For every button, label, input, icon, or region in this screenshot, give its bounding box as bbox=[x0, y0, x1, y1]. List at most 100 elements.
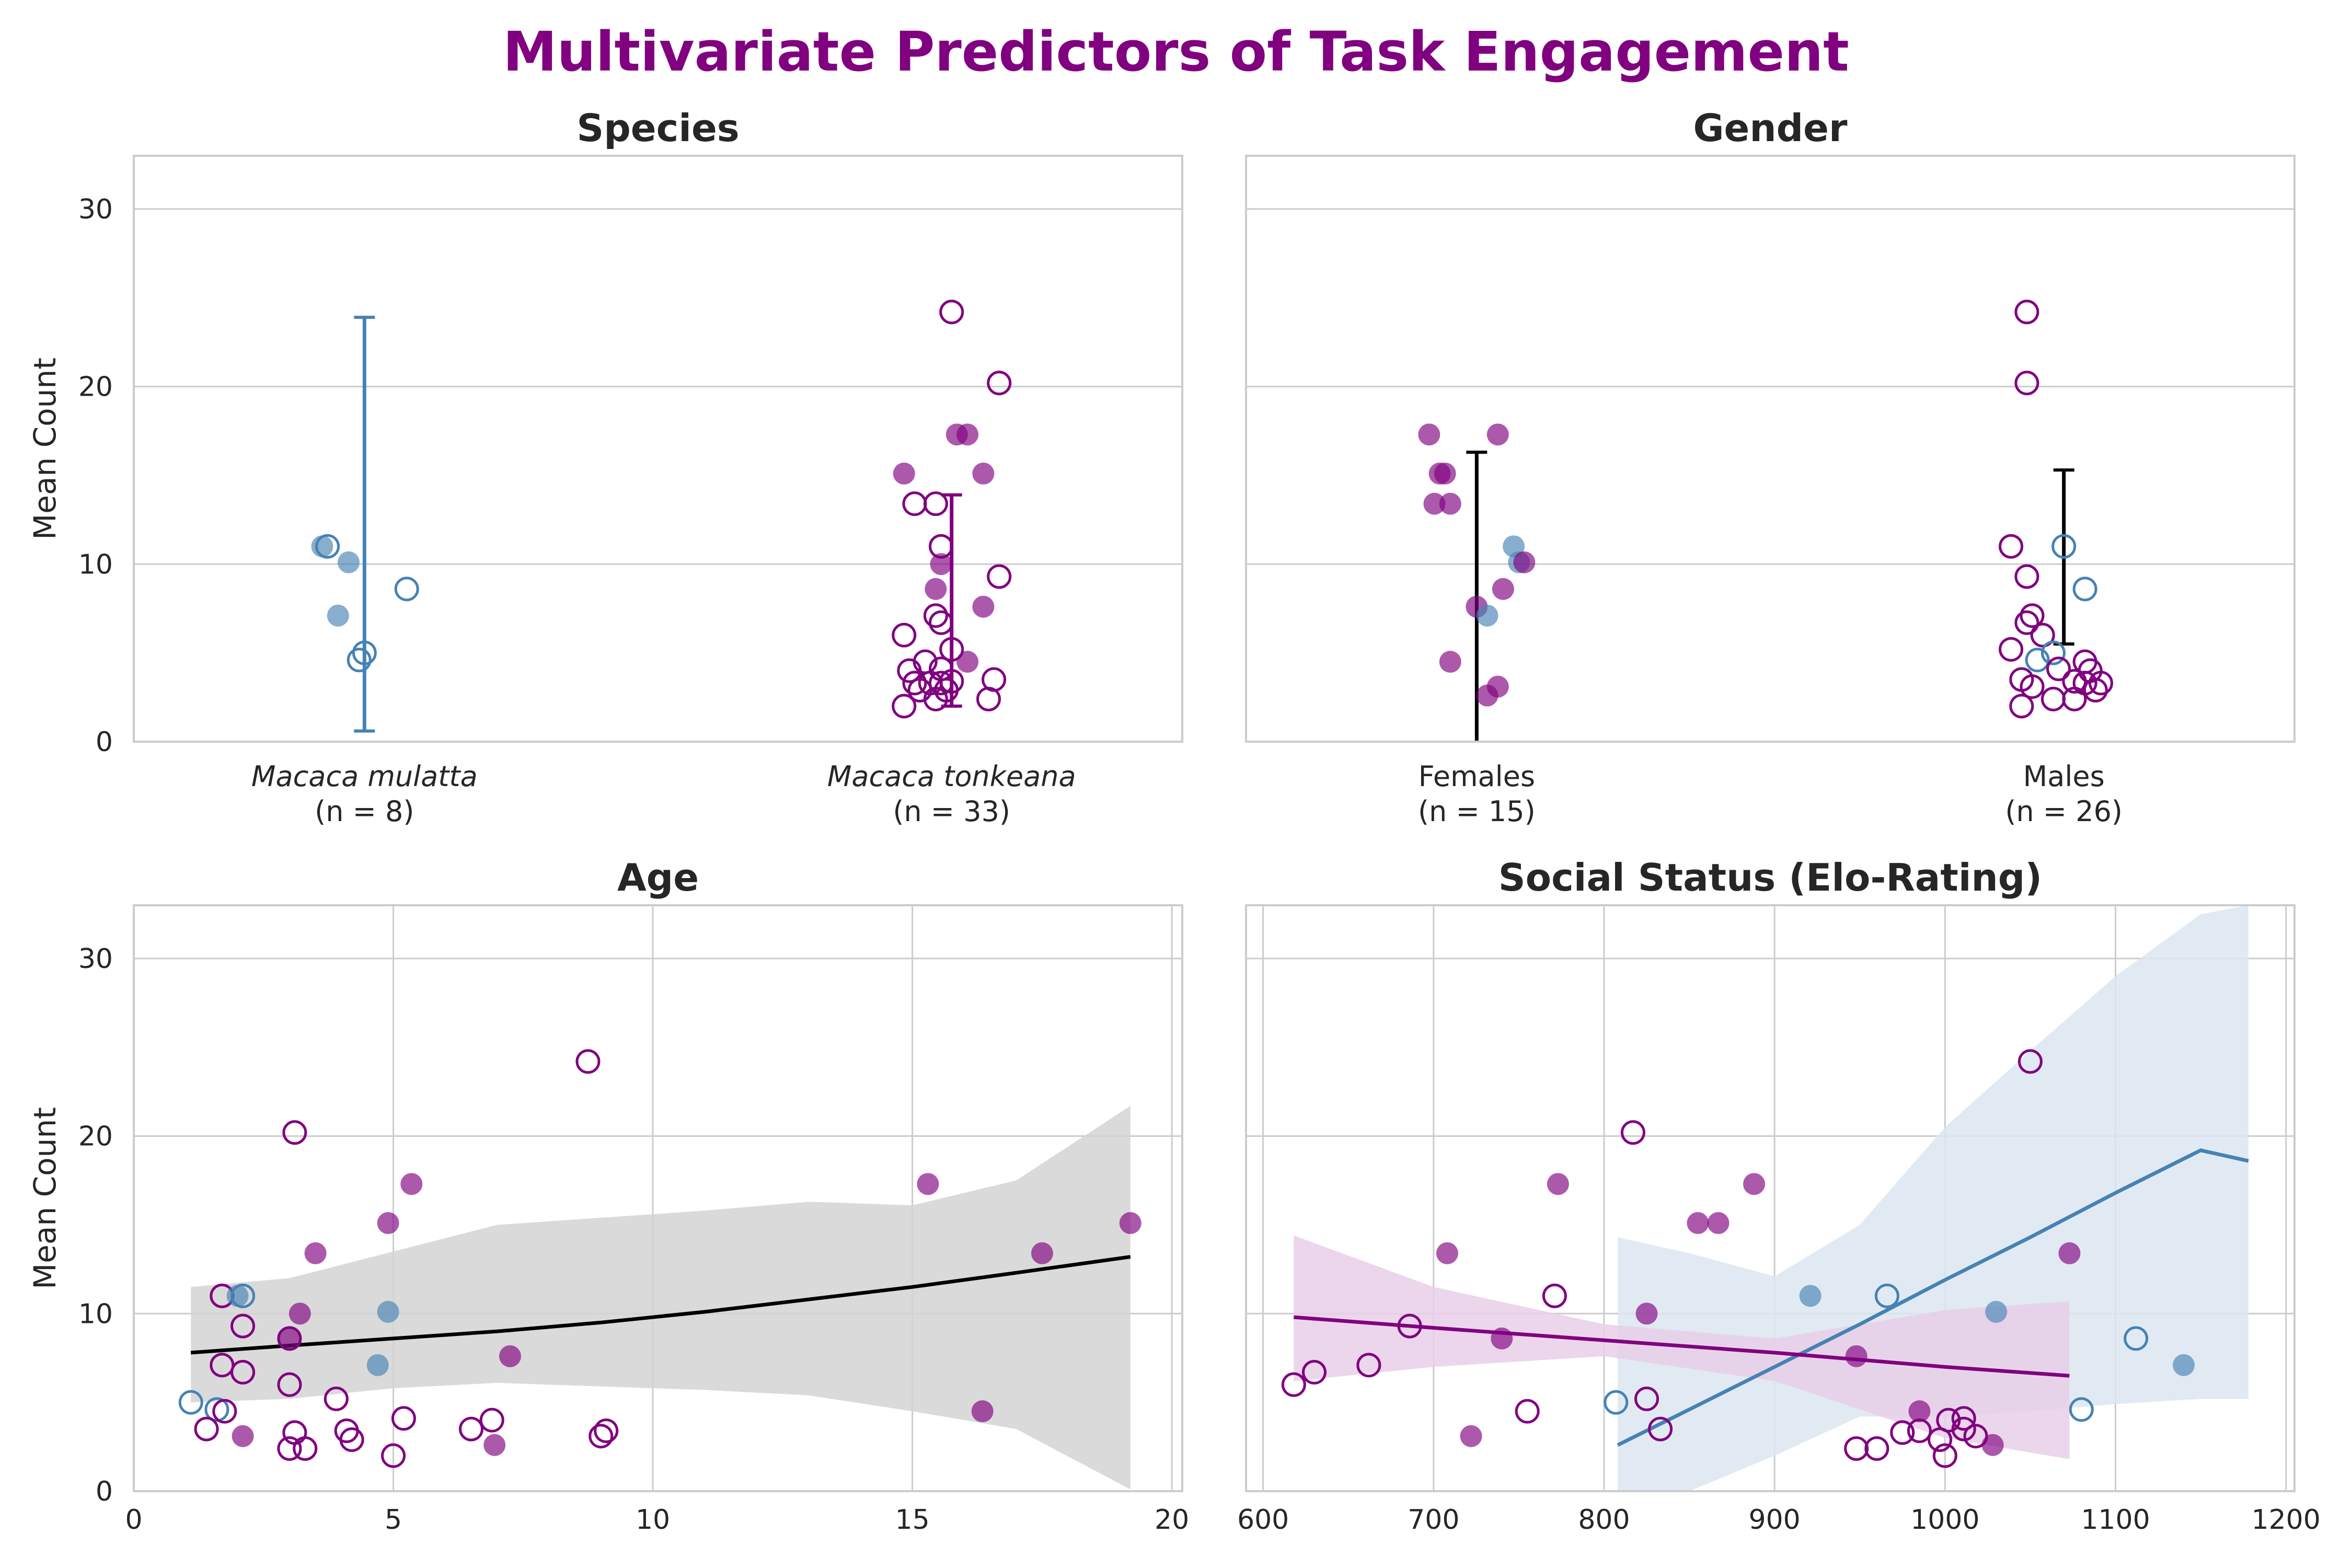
category-label: Females bbox=[1419, 760, 1535, 793]
data-point bbox=[1743, 1173, 1766, 1195]
y-axis-label: Mean Count bbox=[27, 358, 63, 540]
data-point bbox=[976, 686, 1001, 711]
data-point bbox=[589, 1424, 614, 1449]
data-point bbox=[2040, 686, 2066, 711]
data-point bbox=[917, 1173, 939, 1195]
y-tick-label: 0 bbox=[96, 727, 113, 758]
data-point bbox=[1932, 1443, 1957, 1468]
data-point bbox=[1119, 1212, 1142, 1235]
data-point bbox=[1476, 684, 1498, 707]
data-point bbox=[2088, 671, 2113, 696]
y-tick-label: 30 bbox=[78, 194, 113, 225]
category-n-label: (n = 33) bbox=[893, 795, 1010, 828]
data-point bbox=[458, 1416, 483, 1442]
data-point bbox=[2014, 564, 2039, 589]
data-point bbox=[483, 1434, 506, 1456]
data-point bbox=[1439, 651, 1461, 673]
x-tick-label: 1200 bbox=[2252, 1504, 2321, 1536]
data-point bbox=[2040, 640, 2066, 665]
data-point bbox=[499, 1345, 521, 1367]
y-tick-label: 10 bbox=[78, 1298, 113, 1330]
data-point bbox=[1418, 423, 1440, 446]
panel-social-status: 600 700 800 900 1000 1100 1200 Social Status (E… bbox=[1237, 856, 2321, 1536]
data-point bbox=[400, 1173, 423, 1195]
data-point bbox=[277, 1436, 302, 1461]
data-point bbox=[1845, 1345, 1867, 1367]
data-point bbox=[1999, 534, 2024, 559]
data-point bbox=[575, 1049, 601, 1074]
panel-title: Age bbox=[617, 856, 699, 900]
data-point bbox=[1620, 1120, 1645, 1145]
data-point bbox=[1397, 1313, 1422, 1339]
data-point bbox=[479, 1408, 504, 1433]
panel-title: Gender bbox=[1693, 106, 1848, 150]
fit-line bbox=[1617, 1148, 2249, 1447]
data-point bbox=[939, 637, 964, 662]
data-point bbox=[897, 658, 922, 683]
data-point bbox=[1542, 1283, 1567, 1308]
y-tick-label: 20 bbox=[78, 1121, 113, 1152]
category-label: Macaca tonkeana bbox=[827, 760, 1076, 793]
data-point bbox=[2062, 686, 2087, 711]
data-point bbox=[381, 1443, 406, 1468]
data-point bbox=[2020, 603, 2045, 628]
data-point bbox=[1999, 637, 2024, 662]
data-point bbox=[594, 1419, 619, 1444]
data-point bbox=[1515, 1399, 1540, 1424]
data-point bbox=[928, 671, 953, 696]
data-point bbox=[289, 1302, 311, 1325]
data-point bbox=[923, 603, 948, 628]
panel-species: 0 10 20 30 Macaca mulatta(n = 8) Macaca tonke… bbox=[27, 106, 1183, 828]
data-point bbox=[1436, 1242, 1458, 1264]
category-n-label: (n = 15) bbox=[1418, 795, 1536, 828]
data-point bbox=[277, 1372, 302, 1397]
x-tick-label: 700 bbox=[1408, 1504, 1459, 1536]
panel-age: 0 10 20 30 0 5 10 15 20 Age Mean Count bbox=[27, 856, 1189, 1536]
data-point bbox=[987, 371, 1012, 396]
data-point bbox=[2072, 577, 2097, 602]
data-point bbox=[1547, 1173, 1569, 1195]
data-point bbox=[2009, 694, 2034, 719]
data-point bbox=[1491, 1327, 1513, 1350]
data-point bbox=[394, 577, 419, 602]
data-point bbox=[1492, 578, 1514, 600]
data-point bbox=[377, 1212, 399, 1235]
data-point bbox=[2014, 610, 2039, 635]
data-point bbox=[352, 640, 377, 665]
data-point bbox=[1513, 551, 1536, 573]
data-point bbox=[2025, 648, 2050, 673]
data-point bbox=[1634, 1386, 1659, 1411]
figure-title: Multivariate Predictors of Task Engageme… bbox=[503, 20, 1849, 84]
data-point bbox=[347, 648, 372, 673]
data-point bbox=[293, 1436, 318, 1461]
data-point bbox=[1434, 463, 1456, 485]
x-tick-label: 20 bbox=[1155, 1504, 1189, 1536]
data-point bbox=[1439, 492, 1461, 515]
data-point bbox=[2017, 1049, 2043, 1074]
data-point bbox=[956, 423, 979, 446]
data-point bbox=[230, 1359, 256, 1385]
category-label: Macaca mulatta bbox=[251, 760, 478, 793]
data-point bbox=[1031, 1242, 1053, 1264]
data-point bbox=[304, 1242, 327, 1264]
fit-line bbox=[190, 1255, 1131, 1355]
x-tick-label: 800 bbox=[1578, 1504, 1630, 1536]
panel-frame bbox=[1245, 904, 2296, 1492]
data-point bbox=[987, 564, 1012, 589]
data-point bbox=[893, 463, 915, 485]
data-point bbox=[1874, 1283, 1899, 1308]
fit-line bbox=[1294, 1315, 2070, 1378]
data-point bbox=[1356, 1353, 1381, 1378]
data-point bbox=[327, 604, 349, 627]
data-point bbox=[194, 1416, 219, 1442]
data-point bbox=[1423, 492, 1446, 515]
y-axis-label: Mean Count bbox=[27, 1107, 63, 1289]
data-point bbox=[230, 1283, 256, 1308]
data-point bbox=[232, 1425, 254, 1447]
data-point bbox=[902, 671, 927, 696]
x-tick-label: 15 bbox=[895, 1504, 930, 1536]
data-point bbox=[1707, 1212, 1730, 1235]
data-point bbox=[178, 1390, 203, 1415]
data-point bbox=[902, 491, 927, 516]
y-tick-label: 30 bbox=[78, 943, 113, 975]
